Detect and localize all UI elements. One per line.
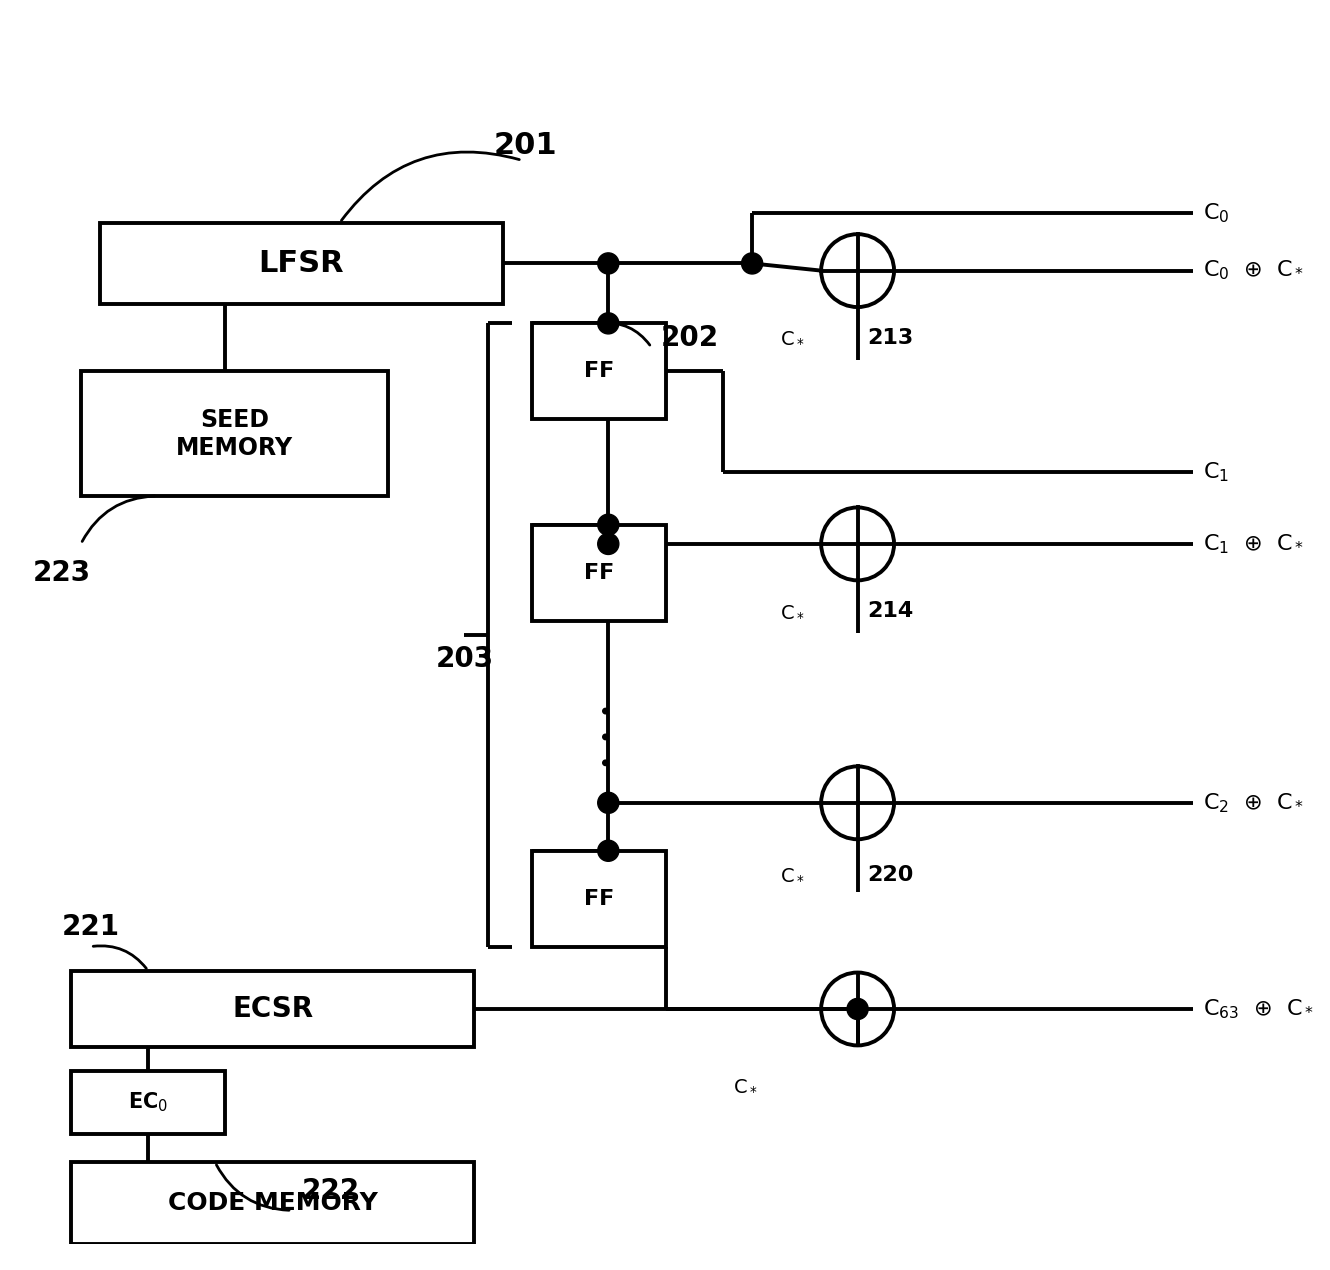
Text: C$_0$: C$_0$ [1202, 201, 1229, 225]
FancyBboxPatch shape [72, 970, 473, 1048]
FancyBboxPatch shape [72, 1162, 473, 1243]
Circle shape [597, 312, 618, 334]
Circle shape [847, 998, 868, 1020]
Text: FF: FF [584, 889, 614, 909]
Text: C$_*$: C$_*$ [733, 1076, 758, 1095]
Text: FF: FF [584, 563, 614, 583]
Text: C$_*$: C$_*$ [779, 602, 805, 621]
FancyBboxPatch shape [532, 525, 666, 621]
Text: 213: 213 [867, 328, 914, 348]
Text: 223: 223 [33, 559, 90, 587]
Text: C$_1$  $\oplus$  C$_*$: C$_1$ $\oplus$ C$_*$ [1202, 532, 1305, 556]
Text: EC$_0$: EC$_0$ [128, 1091, 168, 1114]
Text: C$_*$: C$_*$ [779, 328, 805, 347]
FancyBboxPatch shape [81, 371, 388, 497]
Circle shape [597, 253, 618, 274]
Circle shape [597, 514, 618, 535]
Text: 214: 214 [867, 602, 914, 621]
Text: 222: 222 [302, 1177, 359, 1205]
Circle shape [597, 841, 618, 861]
Text: C$_1$: C$_1$ [1202, 460, 1229, 484]
Text: C$_*$: C$_*$ [779, 865, 805, 884]
Text: 202: 202 [661, 324, 720, 352]
FancyBboxPatch shape [532, 851, 666, 946]
Text: LFSR: LFSR [258, 249, 344, 278]
Text: FF: FF [584, 361, 614, 381]
Text: C$_0$  $\oplus$  C$_*$: C$_0$ $\oplus$ C$_*$ [1202, 259, 1305, 282]
Text: 203: 203 [436, 645, 493, 673]
Circle shape [597, 533, 618, 555]
Text: 220: 220 [867, 865, 914, 885]
Text: ECSR: ECSR [233, 994, 314, 1022]
Circle shape [742, 253, 762, 274]
Text: 201: 201 [493, 132, 557, 160]
FancyBboxPatch shape [100, 222, 503, 305]
Text: •  •  •: • • • [598, 704, 617, 768]
Text: SEED
MEMORY: SEED MEMORY [176, 408, 293, 460]
Text: CODE MEMORY: CODE MEMORY [168, 1191, 378, 1215]
FancyBboxPatch shape [72, 1072, 225, 1134]
Text: C$_2$  $\oplus$  C$_*$: C$_2$ $\oplus$ C$_*$ [1202, 791, 1305, 814]
Circle shape [597, 792, 618, 813]
Text: 221: 221 [61, 913, 120, 941]
Text: C$_{63}$  $\oplus$  C$_*$: C$_{63}$ $\oplus$ C$_*$ [1202, 997, 1314, 1021]
FancyBboxPatch shape [532, 324, 666, 419]
